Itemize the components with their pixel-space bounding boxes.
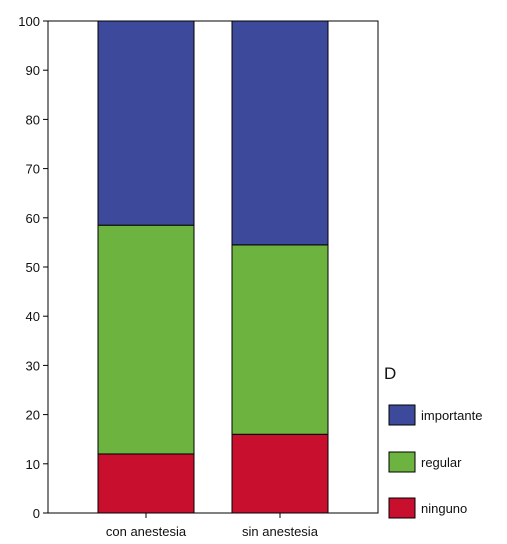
y-tick-label: 0 [33, 506, 40, 521]
y-tick-label: 100 [18, 14, 40, 29]
legend-swatch-ninguno [388, 497, 416, 519]
x-axis: con anestesia sin anestesia [106, 513, 319, 539]
y-tick-label: 70 [26, 162, 40, 177]
y-tick-label: 10 [26, 457, 40, 472]
y-tick-label: 60 [26, 211, 40, 226]
bar-ninguno-sin-anestesia [231, 433, 329, 514]
y-axis: 0 10 20 30 40 50 60 70 80 90 100 [18, 14, 48, 521]
bar-importante-sin-anestesia [231, 20, 329, 246]
legend: D importante regular ninguno [384, 364, 482, 519]
y-tick-label: 90 [26, 63, 40, 78]
legend-label-regular: regular [421, 455, 462, 470]
legend-label-ninguno: ninguno [421, 501, 467, 516]
bar-ninguno-con-anestesia [97, 453, 195, 514]
legend-swatch-regular [388, 451, 416, 473]
y-tick-label: 20 [26, 408, 40, 423]
bar-importante-con-anestesia [97, 20, 195, 226]
y-tick-label: 80 [26, 112, 40, 127]
bar-regular-con-anestesia [97, 224, 195, 455]
x-tick-label: con anestesia [106, 524, 187, 539]
legend-title: D [384, 364, 396, 383]
legend-swatch-importante [388, 404, 416, 426]
y-tick-label: 40 [26, 309, 40, 324]
bar-regular-sin-anestesia [231, 244, 329, 435]
x-tick-label: sin anestesia [242, 524, 319, 539]
y-tick-label: 30 [26, 358, 40, 373]
bars-group [97, 20, 329, 514]
legend-label-importante: importante [421, 408, 482, 423]
y-tick-label: 50 [26, 260, 40, 275]
